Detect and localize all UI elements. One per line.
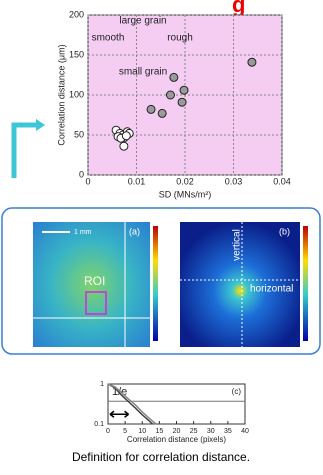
figure: g 1 mm (a) ROI (b) vertical horizontal D…: [0, 0, 323, 470]
x-tick-label: 0: [85, 176, 90, 186]
point: [166, 91, 174, 99]
x-tick-label: 35: [224, 428, 232, 435]
x-tick-label: 25: [190, 428, 198, 435]
x-tick-label: 15: [155, 428, 163, 435]
caption: Definition for correlation distance.: [72, 450, 250, 464]
point: [120, 142, 128, 150]
x-tick-label: 0.03: [225, 176, 243, 186]
annotation: smooth: [92, 33, 125, 44]
y-tick-label: 50: [74, 129, 84, 139]
x-tick-label: 20: [173, 428, 181, 435]
axis-name: vertical: [232, 229, 243, 261]
annotation: rough: [167, 33, 193, 44]
annotation: large grain: [119, 16, 166, 27]
colorbar-b: [303, 226, 308, 341]
panel-label: (c): [232, 387, 242, 396]
y-tick-label: 200: [69, 9, 84, 19]
arrow: [14, 125, 38, 178]
point: [147, 105, 155, 113]
x-tick-label: 10: [138, 428, 146, 435]
plot-area: [108, 384, 245, 424]
x-tick-label: 0.04: [273, 176, 291, 186]
roi-label: ROI: [84, 274, 105, 288]
panel-label: (a): [129, 226, 140, 236]
x-axis-label: Correlation distance (pixels): [127, 435, 226, 444]
x-tick-label: 0.01: [128, 176, 146, 186]
y-tick-label: 0: [79, 169, 84, 179]
annotation: small grain: [119, 67, 167, 78]
x-tick-label: 5: [123, 428, 127, 435]
y-tick-label: 100: [69, 89, 84, 99]
y-tick-label: 1: [100, 381, 104, 388]
point: [180, 86, 188, 94]
x-tick-label: 0: [106, 428, 110, 435]
x-tick-label: 30: [207, 428, 215, 435]
point: [170, 73, 178, 81]
panel-label: (b): [279, 226, 290, 236]
point: [248, 58, 256, 66]
y-tick-label: 150: [69, 49, 84, 59]
x-tick-label: 0.02: [176, 176, 194, 186]
point: [158, 109, 166, 117]
axis-name: horizontal: [250, 284, 293, 295]
scale-label: 1 mm: [74, 229, 92, 236]
title-fragment: g: [232, 0, 245, 17]
point: [178, 98, 186, 106]
y-tick-label: 0.1: [94, 421, 104, 428]
point: [122, 132, 130, 140]
x-tick-label: 40: [241, 428, 249, 435]
colorbar-a: [153, 226, 158, 341]
y-axis-label: Correlation distance (μm): [56, 44, 66, 145]
arrow-head: [36, 119, 45, 131]
x-axis-label: SD (MNs/m²): [159, 189, 212, 199]
